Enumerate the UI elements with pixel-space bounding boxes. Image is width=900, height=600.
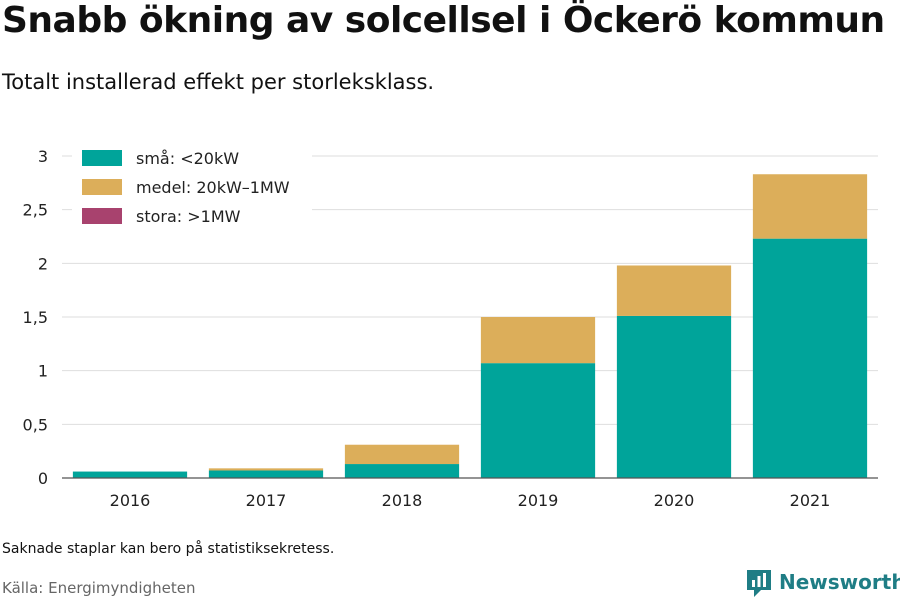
y-tick-label: 1: [38, 362, 48, 381]
legend-swatch: [82, 179, 122, 195]
x-tick-label: 2019: [518, 491, 559, 510]
y-tick-label: 3: [38, 147, 48, 166]
x-tick-label: 2018: [382, 491, 423, 510]
chart-subtitle: Totalt installerad effekt per storlekskl…: [2, 70, 435, 94]
chart-title: Snabb ökning av solcellsel i Öckerö komm…: [2, 0, 885, 41]
x-tick-label: 2020: [654, 491, 695, 510]
stacked-bar-chart: 0 0,5 1 1,5 2 2,5 3 2016 2017 2018 2019 2020 2021 små…: [22, 147, 878, 510]
y-tick-label: 0: [38, 469, 48, 488]
x-tick-label: 2017: [246, 491, 287, 510]
legend-swatch: [82, 150, 122, 166]
brand-name: Newsworthy: [779, 570, 900, 594]
bar-segment: [344, 464, 460, 478]
bar-segment: [72, 471, 188, 478]
x-tick-label: 2021: [790, 491, 831, 510]
bar-segment: [480, 317, 596, 364]
bar-segment: [616, 265, 732, 316]
legend-label: medel: 20kW–1MW: [136, 178, 290, 197]
y-tick-label: 0,5: [23, 415, 48, 434]
y-tick-label: 1,5: [23, 308, 48, 327]
chart-note: Saknade staplar kan bero på statistiksek…: [2, 541, 335, 557]
newsworthy-logo: Newsworthy: [745, 568, 900, 600]
bar-segment: [752, 238, 868, 478]
bar-segment: [480, 363, 596, 478]
bar-segment: [752, 174, 868, 239]
legend-label: små: <20kW: [136, 149, 239, 168]
bar-segment: [344, 444, 460, 465]
y-tick-label: 2,5: [23, 201, 48, 220]
bar-chart-icon: [747, 570, 771, 597]
x-tick-label: 2016: [110, 491, 151, 510]
legend-swatch: [82, 208, 122, 224]
legend-label: stora: >1MW: [136, 207, 241, 226]
bar-segment: [208, 470, 324, 478]
bar-segment: [208, 468, 324, 471]
source-credit: Källa: Energimyndigheten: [2, 579, 196, 597]
y-tick-label: 2: [38, 254, 48, 273]
bar-segment: [616, 315, 732, 478]
